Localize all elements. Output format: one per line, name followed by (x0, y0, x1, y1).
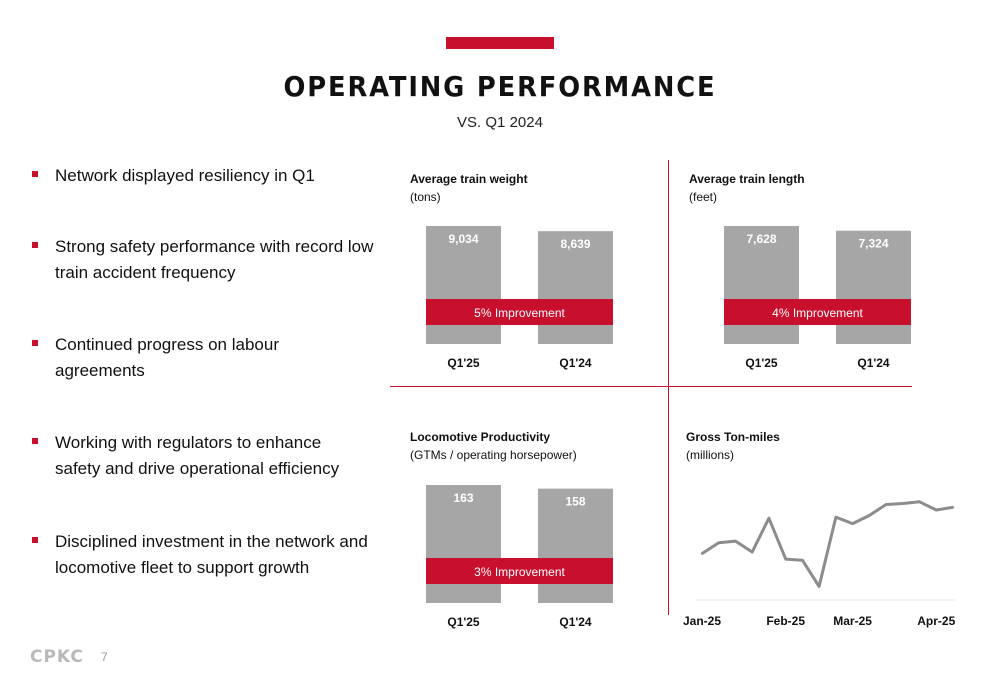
data-point (918, 500, 921, 504)
bullet-square-icon (32, 438, 38, 444)
page-number: 7 (101, 650, 108, 664)
chart-locomotive-productivity: 163 Q1'25 158 Q1'24 3% Improvement (426, 485, 613, 629)
accent-bar (446, 37, 554, 49)
chart-title-train-length: Average train length (689, 172, 805, 186)
company-logo: CPKC (30, 647, 84, 667)
bar-value-label: 9,034 (448, 232, 478, 246)
bar-value-label: 158 (565, 495, 585, 509)
bar-Q124 (836, 230, 911, 344)
data-point (951, 506, 955, 509)
bullet-text: Network displayed resiliency in Q1 (55, 166, 315, 185)
bullet-text: Continued progress on labour agreements (55, 335, 279, 380)
improvement-banner-text: 3% Improvement (474, 565, 565, 579)
data-point (801, 558, 804, 562)
chart-title-locomotive-productivity: Locomotive Productivity (410, 430, 551, 444)
bar-value-label: 8,639 (560, 237, 590, 251)
gross-ton-miles-series-line (701, 500, 954, 588)
chart-title-gross-ton-miles: Gross Ton-miles (686, 430, 780, 444)
category-label: Q1'24 (559, 615, 592, 629)
x-tick-label: Apr-25 (917, 614, 955, 628)
data-point (700, 552, 704, 555)
data-point (784, 557, 787, 561)
improvement-banner (426, 299, 613, 325)
data-point (734, 539, 737, 543)
data-point (817, 585, 821, 588)
category-label: Q1'25 (745, 356, 778, 370)
improvement-banner (426, 558, 613, 584)
bar-value-label: 163 (453, 491, 473, 505)
page-title: OPERATING PERFORMANCE (283, 70, 717, 103)
data-point (851, 522, 854, 525)
category-label: Q1'25 (447, 356, 480, 370)
chart-train-length: 7,628 Q1'25 7,324 Q1'24 4% Improvement (724, 226, 911, 370)
category-label: Q1'24 (559, 356, 592, 370)
x-tick-label: Feb-25 (766, 614, 805, 628)
data-point (717, 541, 720, 544)
category-label: Q1'25 (447, 615, 480, 629)
chart-train-weight: 9,034 Q1'25 8,639 Q1'24 5% Improvement (426, 226, 613, 370)
improvement-banner (724, 299, 911, 325)
x-tick-label: Mar-25 (833, 614, 872, 628)
chart-unit-train-length: (feet) (689, 190, 718, 204)
chart-unit-locomotive-productivity: (GTMs / operating horsepower) (410, 448, 577, 462)
x-tick-label: Jan-25 (683, 614, 721, 628)
category-label: Q1'24 (857, 356, 890, 370)
bar-Q124 (538, 231, 613, 344)
vertical-divider (668, 160, 669, 615)
chart-gross-ton-miles: Jan-25 Feb-25 Mar-25 Apr-25 (683, 500, 956, 628)
chart-unit-train-weight: (tons) (410, 190, 441, 204)
bullet-square-icon (32, 242, 38, 248)
bar-value-label: 7,324 (858, 237, 888, 251)
improvement-banner-text: 5% Improvement (474, 306, 565, 320)
data-point (935, 508, 938, 512)
data-point (751, 550, 754, 554)
chart-title-train-weight: Average train weight (410, 172, 528, 186)
data-point (834, 515, 838, 519)
data-point (901, 502, 904, 505)
bullet-square-icon (32, 537, 38, 543)
page-subtitle: VS. Q1 2024 (457, 114, 543, 131)
bullet-square-icon (32, 171, 38, 177)
bullet-square-icon (32, 340, 38, 346)
bullet-text: Disciplined investment in the network an… (55, 532, 368, 577)
data-point (868, 514, 871, 517)
horizontal-divider (390, 386, 912, 387)
data-point (767, 516, 771, 520)
data-point (884, 503, 888, 506)
improvement-banner-text: 4% Improvement (772, 306, 863, 320)
chart-unit-gross-ton-miles: (millions) (686, 448, 734, 462)
bar-value-label: 7,628 (746, 232, 776, 246)
bullet-text: Working with regulators to enhance safet… (55, 433, 340, 478)
bullet-text: Strong safety performance with record lo… (55, 237, 374, 282)
